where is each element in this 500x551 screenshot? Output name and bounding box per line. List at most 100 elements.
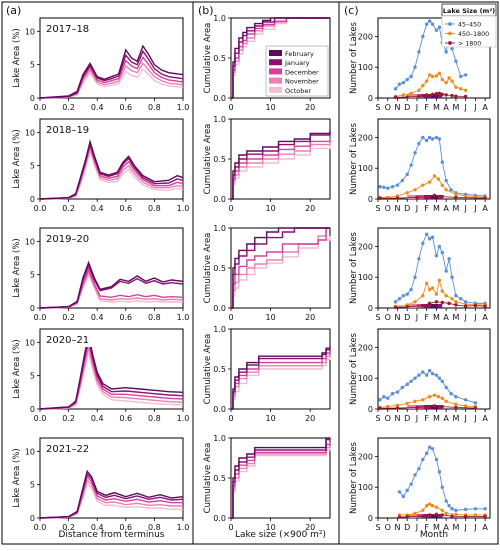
y-axis-label: Lake Area (%) [12, 28, 22, 87]
series-point [432, 393, 437, 397]
series-point [483, 514, 487, 519]
y-tick-label: 100 [358, 374, 373, 383]
x-tick-label: A [482, 313, 488, 322]
series-point [437, 25, 442, 29]
y-tick-label: 5 [30, 481, 35, 490]
series-point [417, 50, 421, 54]
series-point [440, 77, 444, 82]
plot-area [39, 328, 184, 410]
x-tick-label: J [415, 313, 418, 322]
series-point [378, 398, 382, 402]
legend-swatch-february [269, 50, 282, 56]
y-axis-label: Cumulative Area [203, 233, 213, 304]
series-point [436, 177, 441, 181]
x-tick-label: A [443, 414, 449, 423]
series-point [473, 401, 478, 405]
series-line [399, 446, 486, 511]
series-point [421, 514, 425, 518]
x-tick-label: 1.0 [177, 103, 190, 112]
series-point [413, 151, 417, 155]
x-tick-label: 0.8 [148, 103, 161, 112]
series-point [427, 368, 432, 373]
y-tick-label: 1.0 [213, 434, 226, 443]
series-step-december [231, 136, 331, 200]
series-point [421, 370, 425, 374]
series-point [430, 92, 435, 97]
y-tick-label: 200 [358, 133, 373, 142]
series-point [434, 253, 439, 258]
y-tick-label: 0.5 [213, 474, 226, 483]
plot-area [377, 118, 491, 200]
series-point [427, 513, 432, 517]
series-point [424, 404, 429, 409]
title-bg [44, 122, 92, 137]
subplot-title: 2018–19 [46, 125, 89, 136]
series-line [379, 194, 486, 199]
series-point [424, 281, 429, 286]
series-line-december [39, 143, 184, 200]
x-tick-label: S [375, 523, 380, 532]
series-point [454, 85, 458, 89]
series-point [440, 404, 444, 409]
winter-band-segment [423, 514, 431, 518]
legend-swatch-november [269, 77, 282, 84]
x-tick-label: 20 [305, 414, 315, 423]
legend-swatch-december [269, 68, 282, 75]
y-tick-label: 5 [30, 61, 35, 70]
series-point [450, 507, 454, 511]
series-step-october [231, 357, 331, 410]
panel-a-subplot-2: 0 5 10 0.0 0.2 0.4 0.6 0.8 1.0 2019–20 Lake Area (… [12, 227, 189, 322]
series-line-february [39, 260, 184, 309]
x-tick-label: F [424, 313, 429, 322]
series-point [447, 257, 451, 261]
x-tick-label: 20 [305, 103, 315, 112]
series-point [434, 135, 439, 140]
series-point [447, 503, 451, 508]
series-point [413, 511, 417, 516]
series-point [427, 394, 432, 399]
series-point [413, 399, 417, 404]
y-tick-label: 0.5 [213, 54, 226, 63]
series-point [390, 184, 395, 189]
y-tick-label: 10 [25, 447, 35, 456]
series-point [434, 457, 439, 462]
series-point [463, 194, 468, 198]
x-tick-label: F [424, 103, 429, 112]
x-tick-label: M [433, 103, 440, 112]
y-axis-label: Number of Lakes [349, 21, 359, 94]
series-point [454, 94, 458, 98]
panel-a-subplot-3: 0 5 10 0.0 0.2 0.4 0.6 0.8 1.0 2020–21 Lake Area (… [12, 328, 189, 423]
series-point [430, 371, 435, 376]
series-point [434, 74, 439, 78]
series-step-january [231, 17, 330, 99]
x-tick-label: O [385, 103, 391, 112]
series-step-november [231, 446, 331, 519]
y-tick-label: 5 [30, 372, 35, 381]
x-tick-label: A [482, 204, 488, 213]
y-tick-label: 1.0 [213, 14, 226, 23]
series-point [430, 503, 435, 508]
series-point [430, 137, 435, 141]
series-point [434, 505, 439, 509]
series-point [409, 163, 413, 167]
series-line-february [39, 44, 184, 99]
series-point [417, 94, 421, 99]
y-axis-label: Lake Area (%) [12, 448, 22, 507]
winter-band-segment [430, 514, 439, 518]
x-tick-label: D [404, 523, 410, 532]
panel-a-x-axis-label: Distance from terminus [59, 530, 165, 540]
x-tick-label: M [433, 523, 440, 532]
series-point [421, 241, 425, 246]
x-tick-label: 0.0 [34, 523, 47, 532]
legend-lake-size: Lake Size (m²) 45–450 450–1800 > 1800 [441, 3, 497, 48]
x-tick-label: O [385, 204, 391, 213]
x-tick-label: N [394, 103, 400, 112]
y-tick-label: 100 [358, 273, 373, 282]
series-point [417, 88, 421, 93]
y-tick-label: 1.0 [213, 115, 226, 124]
x-tick-label: A [443, 313, 449, 322]
series-point [450, 275, 454, 279]
y-tick-label: 1.0 [213, 224, 226, 233]
series-point [450, 47, 454, 51]
